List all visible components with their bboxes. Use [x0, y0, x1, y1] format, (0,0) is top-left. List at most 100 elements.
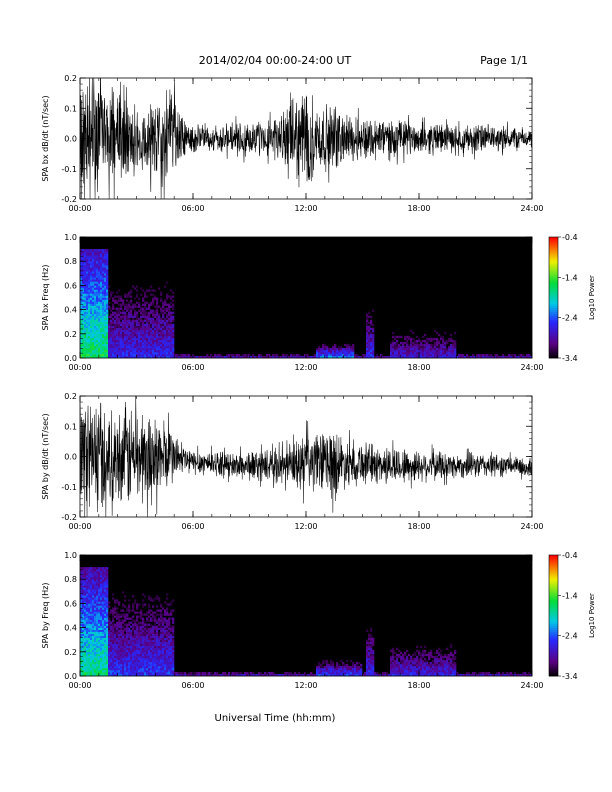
heatmap-cell — [116, 621, 119, 624]
heatmap-cell — [114, 319, 117, 322]
heatmap-cell — [130, 321, 133, 325]
heatmap-cell — [118, 647, 121, 651]
heatmap-cell — [144, 603, 147, 606]
heatmap-cell — [86, 253, 89, 256]
heatmap-cell — [84, 653, 87, 657]
heatmap-cell — [154, 621, 157, 624]
heatmap-cell — [168, 337, 171, 341]
heatmap-cell — [372, 333, 375, 337]
heatmap-cell — [406, 353, 409, 357]
heatmap-cell — [88, 327, 91, 331]
heatmap-cell — [406, 345, 409, 349]
heatmap-cell — [116, 611, 119, 614]
heatmap-cell — [154, 619, 157, 622]
heatmap-cell — [140, 617, 143, 620]
heatmap-cell — [128, 649, 131, 653]
heatmap-cell — [98, 257, 101, 260]
heatmap-cell — [236, 673, 239, 677]
heatmap-cell — [132, 651, 135, 655]
heatmap-cell — [110, 309, 113, 312]
heatmap-cell — [100, 353, 103, 357]
heatmap-cell — [476, 355, 479, 359]
heatmap-cell — [84, 267, 87, 270]
colorbar-tick-label: -0.4 — [562, 233, 578, 242]
heatmap-cell — [98, 279, 101, 282]
heatmap-cell — [88, 579, 91, 582]
heatmap-cell — [108, 305, 111, 308]
heatmap-cell — [86, 609, 89, 612]
heatmap-cell — [146, 673, 149, 677]
heatmap-cell — [170, 317, 173, 320]
heatmap-cell — [104, 607, 107, 610]
heatmap-cell — [88, 619, 91, 622]
heatmap-cell — [110, 649, 113, 653]
heatmap-cell — [236, 355, 239, 359]
heatmap-cell — [130, 635, 133, 638]
heatmap-cell — [160, 665, 163, 669]
heatmap-cell — [202, 355, 205, 359]
heatmap-cell — [142, 623, 145, 626]
heatmap-cell — [102, 629, 105, 632]
heatmap-cell — [84, 643, 87, 647]
heatmap-cell — [108, 665, 111, 669]
heatmap-cell — [102, 665, 105, 669]
heatmap-cell — [96, 643, 99, 647]
heatmap-cell — [452, 347, 455, 351]
heatmap-cell — [166, 293, 169, 296]
heatmap-cell — [92, 571, 95, 574]
heatmap-cell — [156, 331, 159, 335]
heatmap-cell — [152, 349, 155, 353]
heatmap-cell — [110, 667, 113, 671]
heatmap-cell — [366, 347, 369, 351]
heatmap-cell — [118, 615, 121, 618]
heatmap-cell — [494, 353, 497, 357]
heatmap-cell — [102, 337, 105, 341]
heatmap-cell — [122, 653, 125, 657]
heatmap-cell — [102, 617, 105, 620]
heatmap-cell — [84, 297, 87, 300]
heatmap-cell — [82, 569, 85, 572]
heatmap-cell — [168, 621, 171, 624]
heatmap-cell — [124, 659, 127, 663]
heatmap-cell — [96, 347, 99, 351]
heatmap-cell — [96, 667, 99, 671]
heatmap-cell — [148, 347, 151, 351]
heatmap-cell — [118, 333, 121, 337]
heatmap-cell — [96, 299, 99, 302]
heatmap-cell — [144, 623, 147, 626]
heatmap-cell — [106, 299, 109, 302]
heatmap-cell — [146, 339, 149, 343]
heatmap-cell — [102, 287, 105, 290]
heatmap-cell — [116, 299, 119, 302]
heatmap-cell — [112, 325, 115, 329]
heatmap-cell — [90, 333, 93, 337]
heatmap-cell — [110, 623, 113, 626]
heatmap-cell — [106, 607, 109, 610]
heatmap-cell — [172, 355, 175, 359]
heatmap-cell — [438, 353, 441, 357]
heatmap-cell — [96, 575, 99, 578]
heatmap-cell — [120, 311, 123, 314]
heatmap-cell — [148, 341, 151, 345]
heatmap-cell — [370, 637, 373, 640]
heatmap-cell — [126, 649, 129, 653]
heatmap-cell — [138, 667, 141, 671]
heatmap-cell — [84, 285, 87, 288]
heatmap-cell — [372, 353, 375, 357]
heatmap-cell — [140, 325, 143, 329]
heatmap-cell — [320, 671, 323, 675]
heatmap-cell — [134, 311, 137, 314]
heatmap-cell — [150, 657, 153, 661]
heatmap-cell — [516, 355, 519, 359]
heatmap-cell — [148, 325, 151, 329]
heatmap-cell — [170, 633, 173, 636]
heatmap-cell — [168, 617, 171, 620]
heatmap-cell — [158, 321, 161, 325]
heatmap-cell — [176, 353, 179, 357]
heatmap-cell — [90, 251, 93, 254]
heatmap-cell — [168, 655, 171, 659]
heatmap-cell — [94, 325, 97, 329]
heatmap-cell — [336, 665, 339, 669]
heatmap-cell — [126, 339, 129, 343]
heatmap-cell — [160, 331, 163, 335]
